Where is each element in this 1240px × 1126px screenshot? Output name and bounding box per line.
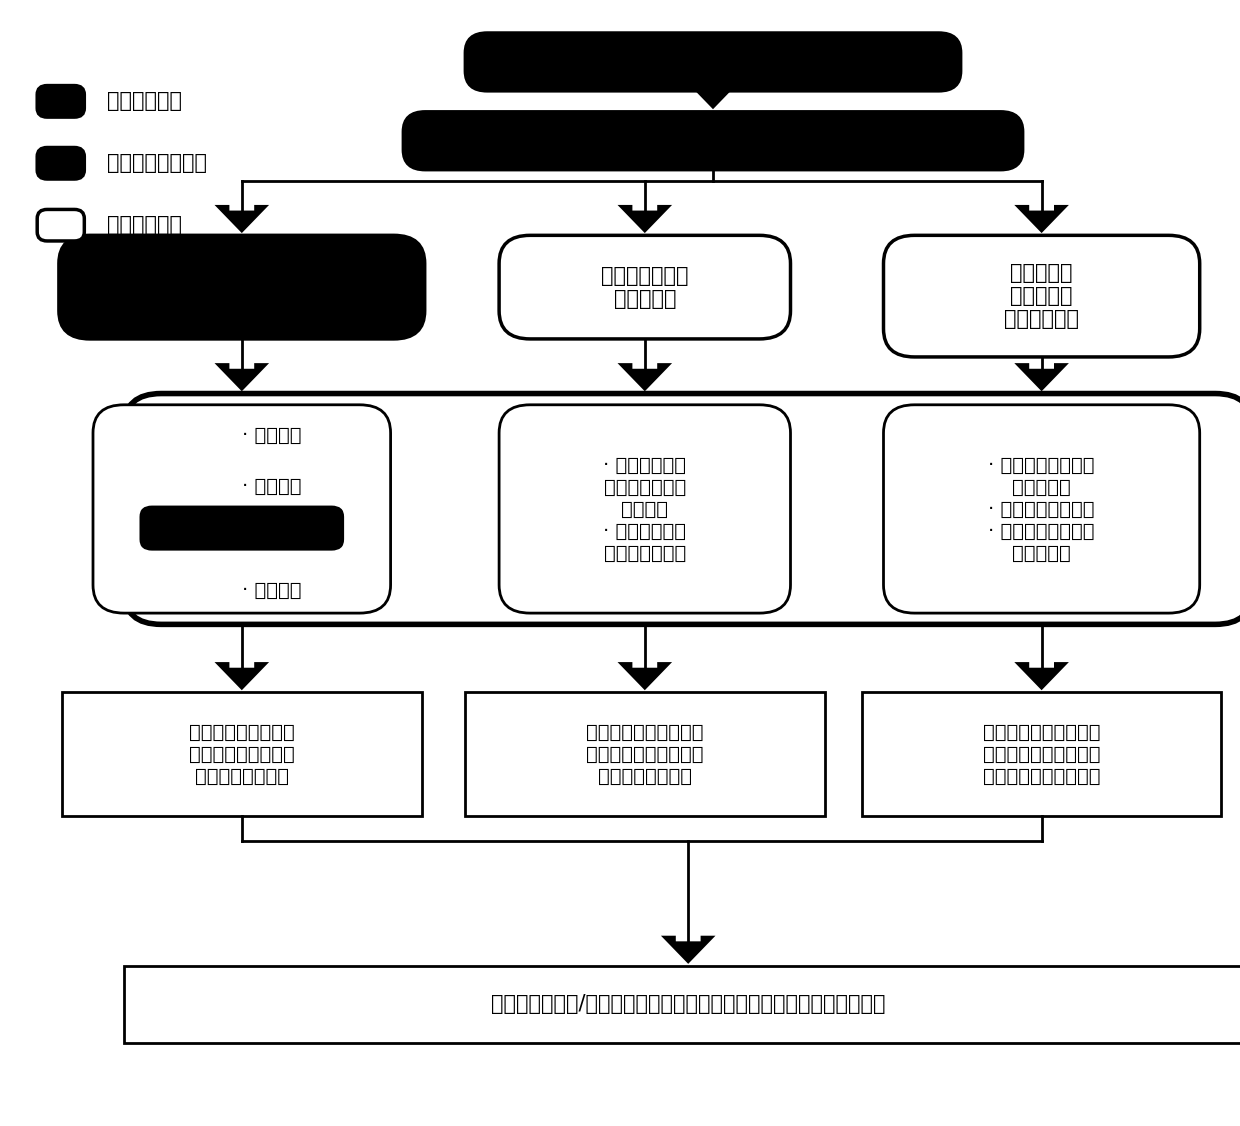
FancyBboxPatch shape bbox=[465, 692, 825, 816]
FancyArrow shape bbox=[618, 205, 672, 233]
Text: 根系分泌物
土壤酶变化
土壤水盐运移: 根系分泌物 土壤酶变化 土壤水盐运移 bbox=[1004, 263, 1079, 329]
FancyBboxPatch shape bbox=[124, 966, 1240, 1043]
FancyArrow shape bbox=[618, 363, 672, 391]
FancyBboxPatch shape bbox=[403, 111, 1023, 170]
FancyArrow shape bbox=[215, 363, 269, 391]
FancyBboxPatch shape bbox=[883, 404, 1199, 613]
Text: 揭示盐碱地花生/棉花等幅间作交替轮作缓解连作障碍的土壤微生态机制: 揭示盐碱地花生/棉花等幅间作交替轮作缓解连作障碍的土壤微生态机制 bbox=[491, 994, 885, 1015]
Text: · 光合作用: · 光合作用 bbox=[242, 427, 301, 445]
FancyBboxPatch shape bbox=[60, 235, 424, 339]
FancyArrow shape bbox=[1014, 205, 1069, 233]
FancyBboxPatch shape bbox=[883, 235, 1199, 357]
FancyBboxPatch shape bbox=[93, 404, 391, 613]
FancyBboxPatch shape bbox=[139, 506, 345, 551]
FancyArrow shape bbox=[618, 662, 672, 690]
Text: 已部分完成的工作: 已部分完成的工作 bbox=[107, 153, 207, 173]
FancyBboxPatch shape bbox=[465, 33, 961, 91]
Text: 根际土壤微生物
群落多样性: 根际土壤微生物 群落多样性 bbox=[601, 266, 688, 309]
Text: 明确间作轮作对花生棉
花根际土壤微生物群落
多样性的影响机理: 明确间作轮作对花生棉 花根际土壤微生物群落 多样性的影响机理 bbox=[587, 723, 703, 786]
FancyBboxPatch shape bbox=[37, 148, 84, 179]
FancyBboxPatch shape bbox=[37, 209, 84, 241]
FancyBboxPatch shape bbox=[498, 235, 791, 339]
FancyArrow shape bbox=[1014, 662, 1069, 690]
FancyBboxPatch shape bbox=[124, 393, 1240, 624]
FancyArrow shape bbox=[1014, 363, 1069, 391]
FancyBboxPatch shape bbox=[498, 404, 791, 613]
FancyBboxPatch shape bbox=[62, 692, 422, 816]
Text: 研究间作轮作对花生
棉花生长、产量特性
及经济效益的影响: 研究间作轮作对花生 棉花生长、产量特性 及经济效益的影响 bbox=[188, 723, 295, 786]
FancyArrow shape bbox=[686, 81, 740, 109]
Text: · 农艺性状: · 农艺性状 bbox=[242, 477, 301, 495]
Text: 已完成的工作: 已完成的工作 bbox=[107, 91, 181, 111]
FancyArrow shape bbox=[215, 205, 269, 233]
Text: · 根系分泌物的鉴定
和功能分析
· 土壤酶活性的变化
· 土壤水盐运移的时
空变化特性: · 根系分泌物的鉴定 和功能分析 · 土壤酶活性的变化 · 土壤水盐运移的时 空… bbox=[988, 455, 1095, 563]
FancyArrow shape bbox=[215, 662, 269, 690]
Text: · 经济效益: · 经济效益 bbox=[242, 581, 301, 599]
Text: 阐明间作轮作条件下根
系分泌物、土壤酶活性
和水盐运移的变化特征: 阐明间作轮作条件下根 系分泌物、土壤酶活性 和水盐运移的变化特征 bbox=[983, 723, 1100, 786]
FancyBboxPatch shape bbox=[37, 86, 84, 117]
Text: 待完成的工作: 待完成的工作 bbox=[107, 215, 181, 235]
Text: · 高通量测序分
析微生物群落多
样性变化
· 发掘根际土壤
优势功能微生物: · 高通量测序分 析微生物群落多 样性变化 · 发掘根际土壤 优势功能微生物 bbox=[604, 455, 686, 563]
FancyBboxPatch shape bbox=[862, 692, 1221, 816]
FancyArrow shape bbox=[661, 936, 715, 964]
